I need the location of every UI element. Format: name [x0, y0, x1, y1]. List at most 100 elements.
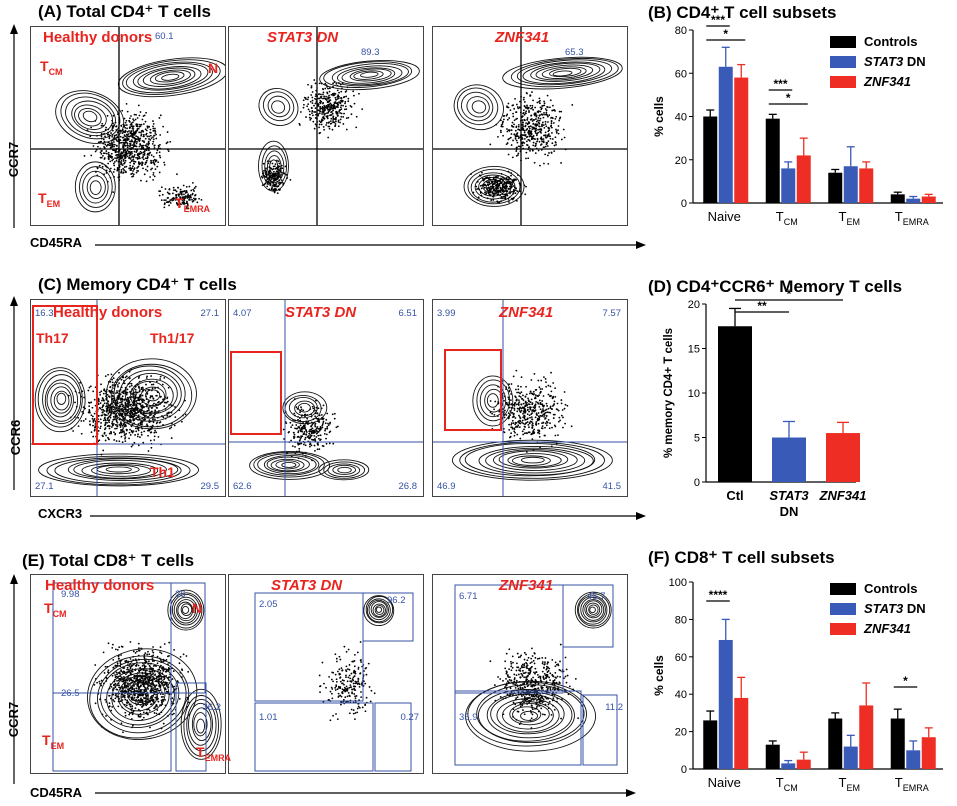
legend-label: ZNF341	[863, 621, 911, 636]
region-tem-label: TEM	[38, 190, 61, 209]
panelE-plot-1: 2.05 96.2 1.01 0.27 STAT3 DN	[228, 574, 424, 774]
quadrant-value-tr: 27.1	[200, 308, 220, 319]
legend-label: Controls	[864, 581, 917, 596]
quadrant-value-tr: 26	[175, 589, 186, 600]
bar	[890, 718, 905, 769]
panel-e-y-label: CCR7	[6, 701, 22, 738]
legend-swatch	[830, 603, 856, 615]
x-tick-label: TCM	[776, 775, 798, 793]
x-tick-label: Ctl	[726, 488, 743, 503]
significance-label: ***	[711, 13, 725, 27]
plot-title: Healthy donors	[53, 304, 163, 321]
bar	[906, 750, 921, 769]
quadrant-value-tl: 4.07	[233, 308, 252, 319]
x-tick-label: TEMRA	[895, 209, 929, 227]
bar	[703, 116, 718, 203]
bar	[734, 697, 749, 769]
bar	[718, 66, 733, 203]
chart-d: (D) CD4⁺CCR6⁺ Memory T cells 0 5 10 15 20 % me…	[648, 277, 902, 519]
plot-title: ZNF341	[499, 577, 554, 594]
x-tick-label-line2: DN	[780, 504, 799, 519]
chart-title: (B) CD4⁺ T cell subsets	[648, 3, 836, 22]
quadrant-value-tl: 2.05	[259, 599, 278, 610]
y-tick-label: 60	[675, 68, 687, 80]
x-tick-label: TEMRA	[895, 775, 929, 793]
region-tcm-label: TCM	[40, 58, 63, 77]
panelA-plot-2: 65.3 ZNF341	[432, 26, 628, 226]
y-tick-label: 80	[675, 25, 687, 37]
chart-f: (F) CD8⁺ T cell subsets 0 20 40 60 80 100 % cel…	[648, 548, 943, 793]
bar	[921, 737, 936, 769]
legend-swatch	[830, 583, 856, 595]
region-n-label: N	[208, 60, 219, 76]
plot-title: STAT3 DN	[267, 29, 339, 46]
bar	[859, 705, 874, 769]
x-tick-label: Naive	[708, 209, 741, 224]
chart-title: (D) CD4⁺CCR6⁺ Memory T cells	[648, 277, 902, 296]
plot-title: ZNF341	[495, 29, 550, 46]
quadrant-value-br: 0.27	[400, 712, 420, 723]
plot-title: ZNF341	[499, 304, 554, 321]
quadrant-value-br: 29.5	[200, 481, 220, 492]
bar	[796, 759, 811, 769]
quadrant-value-bl: 35.9	[459, 712, 478, 723]
region-th17-label: Th17	[36, 330, 69, 346]
y-axis-label: % memory CD4+ T cells	[663, 328, 675, 458]
quadrant-value-tl: 9.98	[61, 589, 80, 600]
legend-swatch	[830, 56, 856, 68]
y-tick-label: 20	[675, 155, 687, 167]
bar	[718, 639, 733, 769]
y-tick-label: 0	[694, 477, 700, 489]
bar	[718, 326, 752, 482]
quadrant-value-tr: 6.51	[398, 308, 418, 319]
legend-swatch	[830, 623, 856, 635]
x-tick-label: ZNF341	[819, 488, 867, 503]
y-tick-label: 80	[675, 614, 687, 626]
panelA-plot-0: 60.1 Healthy donors	[30, 26, 226, 226]
quadrant-value-tr: 45.7	[587, 591, 606, 602]
legend-label: ZNF341	[863, 74, 911, 89]
significance-label: ***	[773, 77, 787, 91]
plot-title: Healthy donors	[43, 29, 153, 46]
bar	[765, 118, 780, 203]
bar	[890, 194, 905, 203]
legend-label: STAT3 DN	[864, 54, 926, 69]
bar	[772, 437, 806, 482]
panelC-plot-0: 16.3 27.1 27.1 29.5 Healthy donors	[30, 299, 226, 497]
significance-label: *	[786, 91, 791, 105]
significance-label: *	[723, 27, 728, 41]
quadrant-value-tr: 60.1	[155, 31, 174, 42]
panel-a-x-label: CD45RA	[30, 235, 83, 250]
quadrant-value-bl: 26.5	[61, 688, 80, 699]
legend-swatch	[830, 76, 856, 88]
region-temra-label-e: TEMRA	[196, 744, 232, 763]
bar	[703, 720, 718, 769]
region-n-label-e: N	[192, 600, 203, 616]
chart-title: (F) CD8⁺ T cell subsets	[648, 548, 835, 567]
panel-e-title: (E) Total CD8⁺ T cells	[22, 551, 195, 570]
panel-a-title: (A) Total CD4⁺ T cells	[38, 2, 212, 21]
y-tick-label: 40	[675, 112, 687, 124]
bar	[828, 718, 843, 769]
panel-e-x-label: CD45RA	[30, 785, 83, 800]
chart-b: (B) CD4⁺ T cell subsets 0 20 40 60 80 % cells N…	[648, 3, 943, 227]
bar	[921, 196, 936, 203]
significance-label: *	[787, 287, 792, 301]
x-tick-label: TCM	[776, 209, 798, 227]
y-axis-label: % cells	[652, 655, 666, 696]
bar	[781, 168, 796, 203]
quadrant-value-bl: 27.1	[35, 481, 54, 492]
quadrant-value-br: 26.8	[398, 481, 418, 492]
y-tick-label: 40	[675, 689, 687, 701]
region-th117-label: Th1/17	[150, 330, 195, 346]
bar	[859, 168, 874, 203]
legend-label: STAT3 DN	[864, 601, 926, 616]
bar	[826, 433, 860, 482]
quadrant-value-tl: 6.71	[459, 591, 478, 602]
quadrant-value-bl: 1.01	[259, 712, 278, 723]
quadrant-value-tr: 96.2	[387, 595, 406, 606]
quadrant-value-tl: 3.99	[437, 308, 456, 319]
x-tick-label: STAT3	[769, 488, 809, 503]
quadrant-value-bl: 46.9	[437, 481, 456, 492]
